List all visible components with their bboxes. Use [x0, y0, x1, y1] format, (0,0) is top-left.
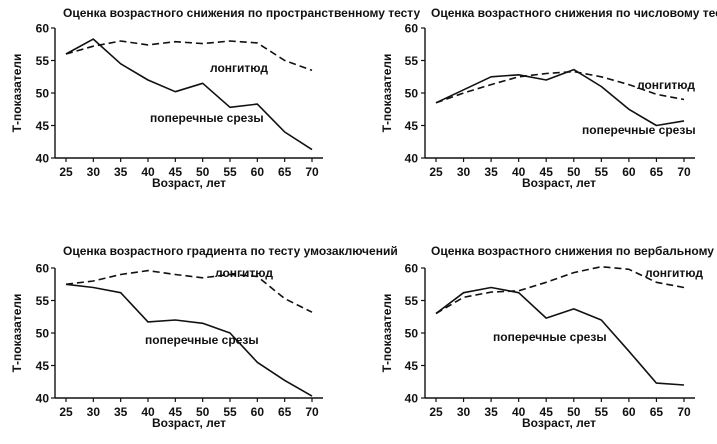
x-tick-label: 50 [567, 405, 581, 419]
x-tick-label: 60 [622, 405, 636, 419]
x-tick-label: 65 [650, 165, 664, 179]
chart-panel-3: Оценка возрастного градиента по тесту ум… [10, 244, 398, 430]
x-axis-label: Возраст, лет [152, 176, 226, 190]
y-tick-label: 60 [405, 22, 419, 36]
series-line-longitudinal [65, 269, 313, 313]
x-tick-label: 50 [196, 165, 210, 179]
chart-title: Оценка возрастного снижения по числовому… [431, 6, 717, 20]
y-tick-label: 40 [405, 152, 419, 166]
x-axis-label: Возраст, лет [522, 416, 596, 430]
y-axis-label: Т-показатели [10, 294, 24, 373]
y-tick-label: 60 [36, 22, 50, 36]
series-annotation: лонгитюд [215, 266, 273, 280]
y-tick-label: 60 [405, 262, 419, 276]
x-tick-label: 30 [457, 165, 471, 179]
x-tick-label: 40 [141, 165, 155, 179]
x-tick-label: 25 [59, 165, 73, 179]
x-tick-label: 45 [169, 165, 183, 179]
series-annotation: лонгитюд [645, 266, 703, 280]
series-annotation: поперечные срезы [145, 333, 259, 347]
x-axis-label: Возраст, лет [152, 416, 226, 430]
chart-panel-1: Оценка возрастного снижения по пространс… [10, 6, 420, 190]
y-axis-label: Т-показатели [380, 294, 394, 373]
x-tick-label: 60 [251, 165, 265, 179]
y-tick-label: 55 [405, 294, 419, 308]
x-tick-label: 45 [540, 405, 554, 419]
x-tick-label: 25 [59, 405, 73, 419]
series-annotation: поперечные срезы [493, 330, 607, 344]
x-tick-label: 45 [540, 165, 554, 179]
x-tick-label: 30 [457, 405, 471, 419]
y-tick-label: 55 [36, 294, 50, 308]
x-tick-label: 30 [87, 405, 101, 419]
y-tick-label: 50 [36, 327, 50, 341]
series-line-cross-sectional [435, 68, 685, 127]
y-axis-label: Т-показатели [10, 54, 24, 133]
series-annotation: лонгитюд [637, 78, 695, 92]
x-tick-label: 50 [196, 405, 210, 419]
chart-title: Оценка возрастного снижения по вербально… [431, 244, 717, 258]
y-tick-label: 50 [36, 87, 50, 101]
chart-panel-4: Оценка возрастного снижения по вербально… [380, 244, 717, 430]
x-tick-label: 70 [677, 405, 691, 419]
x-tick-label: 30 [87, 165, 101, 179]
x-tick-label: 25 [429, 405, 443, 419]
x-axis-label: Возраст, лет [522, 176, 596, 190]
x-tick-label: 55 [223, 405, 237, 419]
chart-title: Оценка возрастного снижения по пространс… [63, 6, 420, 20]
series-line-longitudinal [65, 40, 313, 72]
x-tick-label: 55 [595, 405, 609, 419]
x-tick-label: 60 [251, 405, 265, 419]
y-tick-label: 40 [405, 392, 419, 406]
y-tick-label: 60 [36, 262, 50, 276]
y-tick-label: 50 [405, 327, 419, 341]
series-annotation: поперечные срезы [582, 123, 696, 137]
series-line-longitudinal [435, 70, 685, 104]
x-tick-label: 70 [305, 165, 319, 179]
x-tick-label: 50 [567, 165, 581, 179]
x-tick-label: 65 [650, 405, 664, 419]
x-tick-label: 35 [484, 165, 498, 179]
x-tick-label: 40 [512, 165, 526, 179]
x-tick-label: 65 [278, 405, 292, 419]
x-tick-label: 55 [223, 165, 237, 179]
y-axis-label: Т-показатели [380, 54, 394, 133]
x-tick-label: 35 [114, 405, 128, 419]
series-annotation: поперечные срезы [150, 111, 264, 125]
y-tick-label: 45 [36, 119, 50, 133]
series-line-cross-sectional [65, 38, 313, 151]
x-tick-label: 70 [305, 405, 319, 419]
x-tick-label: 65 [278, 165, 292, 179]
x-tick-label: 60 [622, 165, 636, 179]
x-tick-label: 70 [677, 165, 691, 179]
y-tick-label: 45 [36, 359, 50, 373]
x-tick-label: 40 [512, 405, 526, 419]
series-line-cross-sectional [435, 286, 685, 386]
series-annotation: лонгитюд [210, 61, 268, 75]
series-line-cross-sectional [65, 283, 313, 397]
y-tick-label: 45 [405, 359, 419, 373]
chart-panel-2: Оценка возрастного снижения по числовому… [380, 6, 717, 190]
y-tick-label: 40 [36, 152, 50, 166]
y-tick-label: 40 [36, 392, 50, 406]
x-tick-label: 45 [169, 405, 183, 419]
chart-title: Оценка возрастного градиента по тесту ум… [63, 244, 398, 258]
y-tick-label: 45 [405, 119, 419, 133]
x-tick-label: 35 [484, 405, 498, 419]
y-tick-label: 50 [405, 87, 419, 101]
x-tick-label: 55 [595, 165, 609, 179]
y-tick-label: 55 [405, 54, 419, 68]
x-tick-label: 40 [141, 405, 155, 419]
y-tick-label: 55 [36, 54, 50, 68]
x-tick-label: 25 [429, 165, 443, 179]
series-line-longitudinal [435, 265, 685, 315]
x-tick-label: 35 [114, 165, 128, 179]
